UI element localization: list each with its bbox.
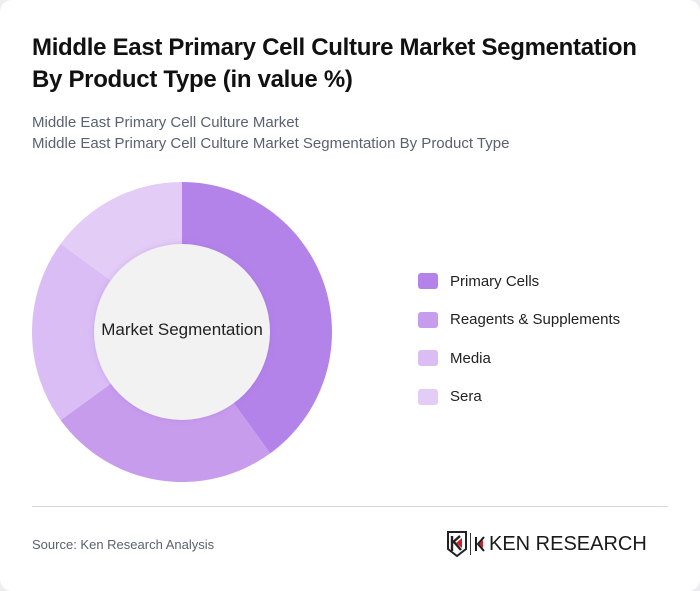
legend-swatch: [418, 350, 438, 367]
chart-title: Middle East Primary Cell Culture Market …: [32, 34, 637, 93]
legend-item-primary-cells[interactable]: Primary Cells: [418, 262, 620, 301]
ken-research-logo: KEN RESEARCH: [447, 530, 647, 558]
logo-separator: [470, 533, 471, 555]
chart-subtitle: Middle East Primary Cell Culture Market …: [32, 112, 509, 154]
legend-item-sera[interactable]: Sera: [418, 378, 620, 417]
donut-center: [94, 244, 270, 420]
legend-item-reagents-supplements[interactable]: Reagents & Supplements: [418, 301, 620, 340]
ken-k-mark-icon: [475, 536, 485, 552]
legend-label: Sera: [450, 388, 482, 406]
subtitle-line-2: Middle East Primary Cell Culture Market …: [32, 135, 510, 152]
legend-label: Reagents & Supplements: [450, 311, 621, 329]
legend-label: Media: [450, 349, 491, 367]
subtitle-line-1: Middle East Primary Cell Culture Market: [32, 114, 299, 131]
footer-divider: [32, 506, 668, 507]
donut-svg: [32, 182, 332, 482]
center-label: Market Segmentation: [101, 320, 263, 339]
legend-swatch: [418, 273, 438, 290]
legend-swatch: [418, 311, 438, 328]
source-note: Source: Ken Research Analysis: [32, 537, 215, 552]
donut-chart: Market Segmentation: [0, 170, 380, 500]
legend-swatch: [418, 388, 438, 405]
legend-label: Primary Cells: [450, 272, 540, 290]
legend-item-media[interactable]: Media: [418, 339, 620, 378]
chart-legend: Primary Cells Reagents & Supplements Med…: [418, 262, 620, 416]
logo-text: KEN RESEARCH: [489, 532, 647, 555]
ken-shield-icon: [447, 531, 467, 557]
